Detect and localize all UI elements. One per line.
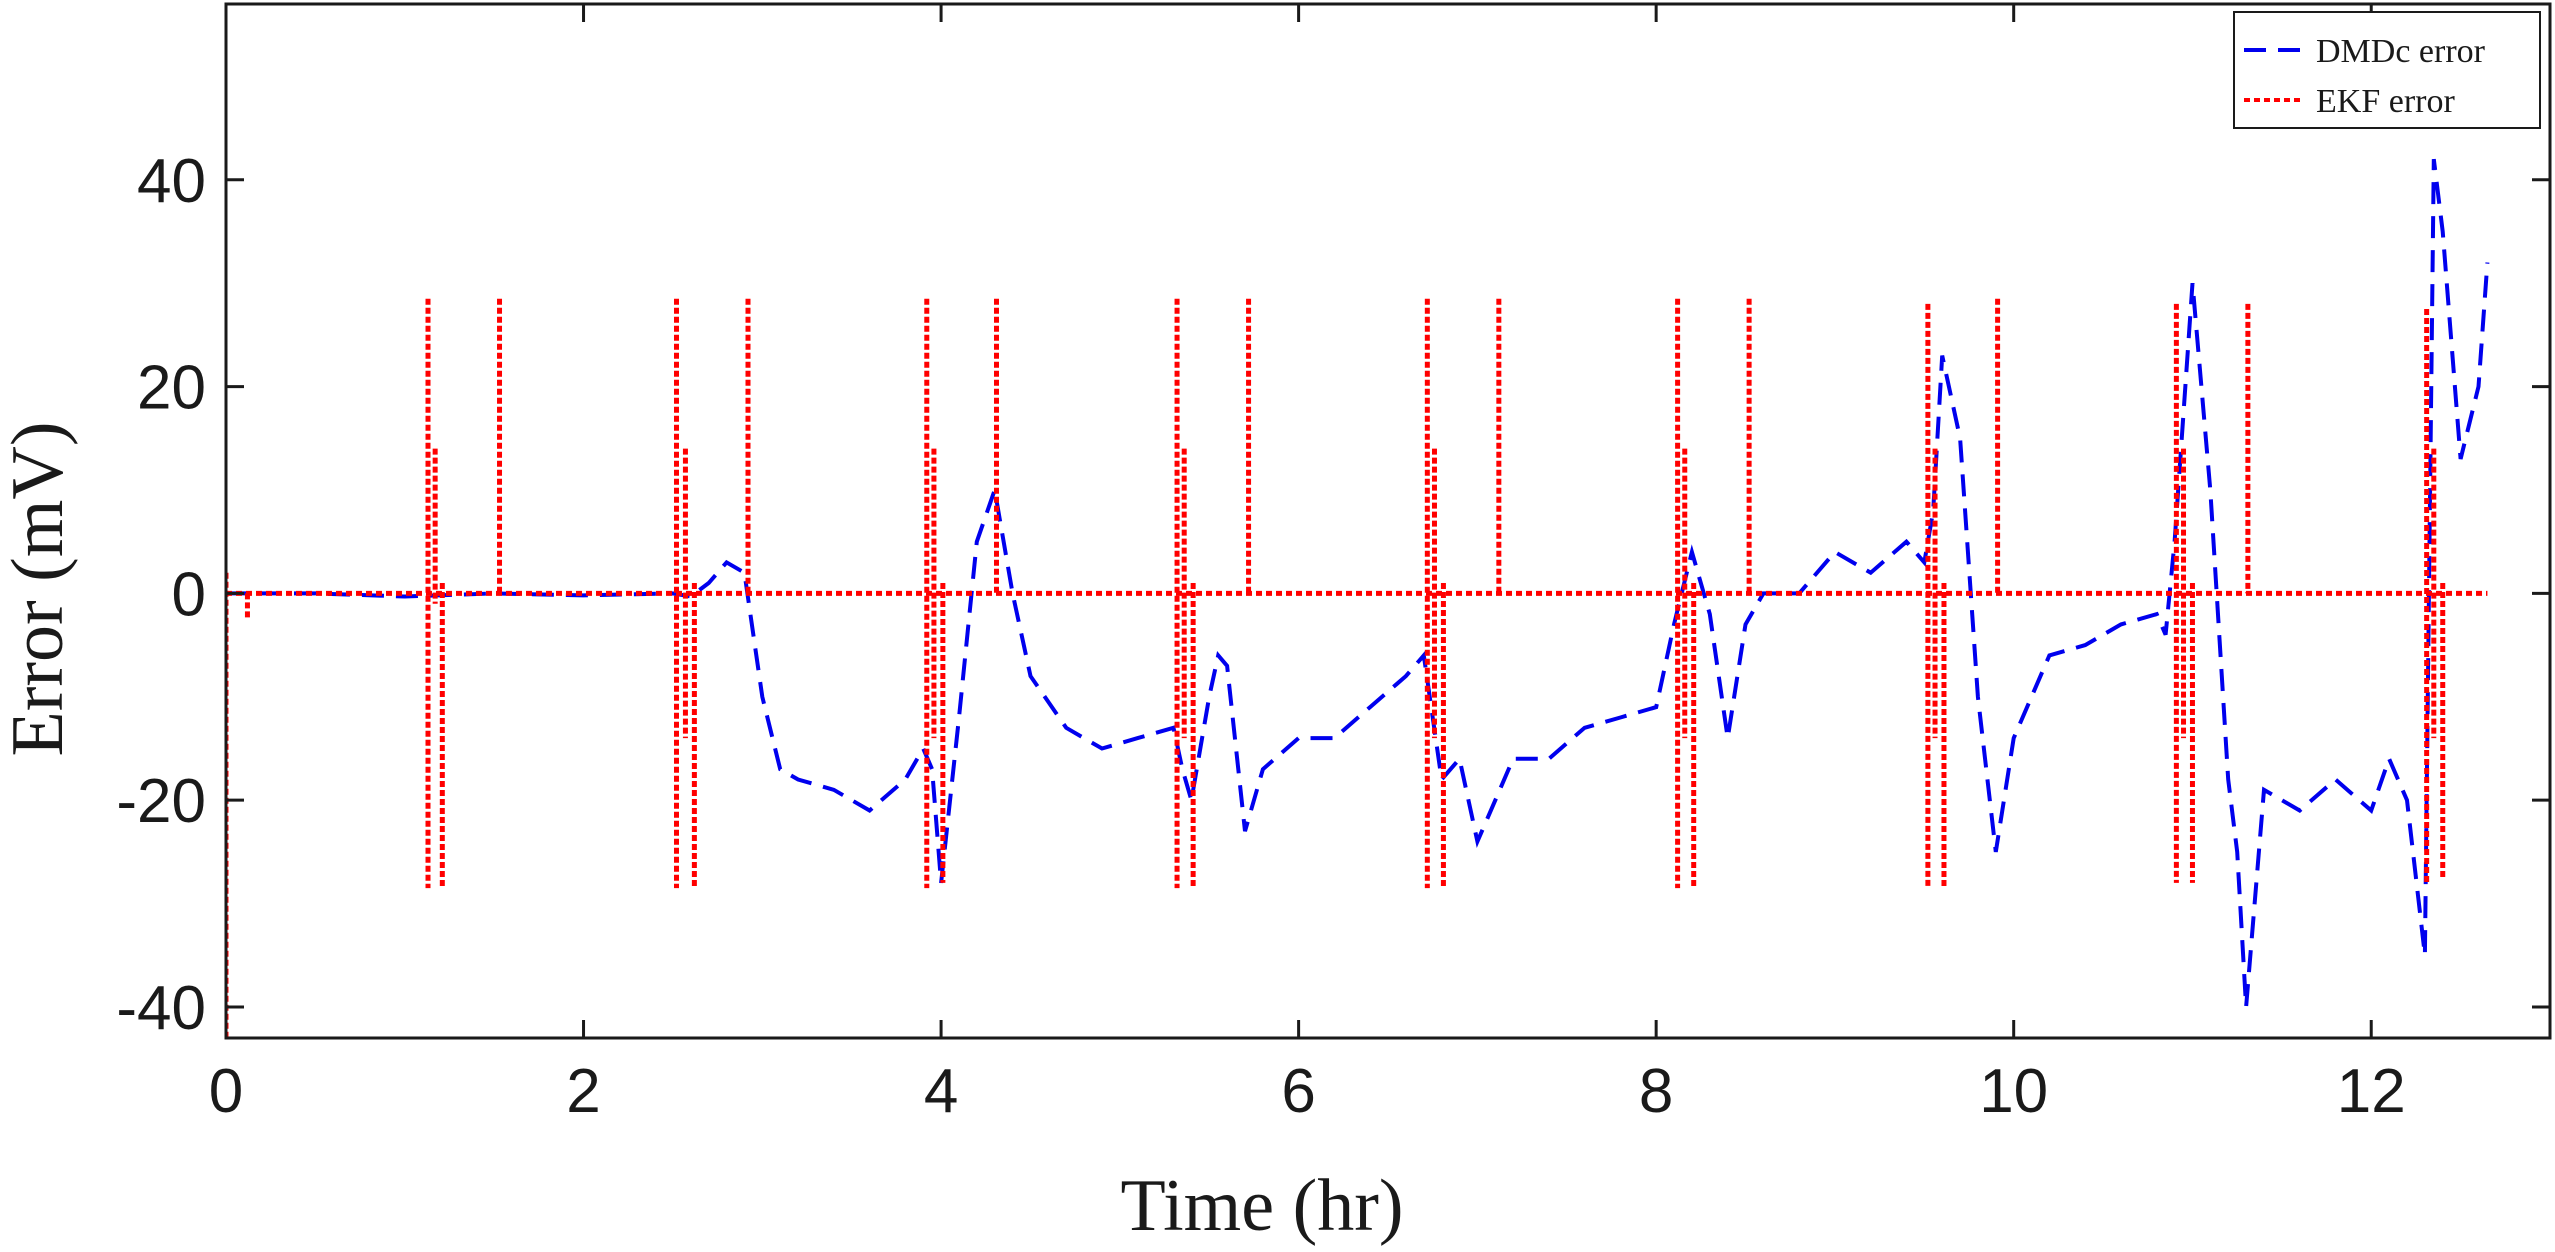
y-tick-label: 0	[172, 560, 206, 629]
x-axis-title: Time (hr)	[1121, 1165, 1404, 1247]
plot-area	[226, 158, 2490, 1038]
axes: 0 2 4 6 8 10 12 -40 -20 0 20 40	[116, 2, 2552, 1126]
axes-box	[224, 2, 2552, 1040]
x-tick-label: 4	[924, 1057, 958, 1126]
x-tick-label: 0	[209, 1057, 243, 1126]
dmdc-error-line	[226, 158, 2490, 1008]
x-tick-label: 10	[1979, 1057, 2048, 1126]
legend: DMDc error EKF error	[2233, 11, 2541, 129]
legend-dmdc-label: DMDc error	[2316, 33, 2486, 70]
x-tick-label: 12	[2337, 1057, 2406, 1126]
y-tick-label: -20	[116, 767, 206, 836]
legend-ekf-label: EKF error	[2316, 83, 2455, 120]
y-axis-title: Error (mV)	[0, 422, 79, 757]
x-tick-label: 8	[1639, 1057, 1673, 1126]
legend-box	[2233, 11, 2541, 129]
y-tick-label: 20	[137, 354, 206, 423]
x-tick-label: 2	[566, 1057, 600, 1126]
x-tick-label: 6	[1281, 1057, 1315, 1126]
y-tick-label: 40	[137, 147, 206, 216]
y-tick-label: -40	[116, 974, 206, 1043]
